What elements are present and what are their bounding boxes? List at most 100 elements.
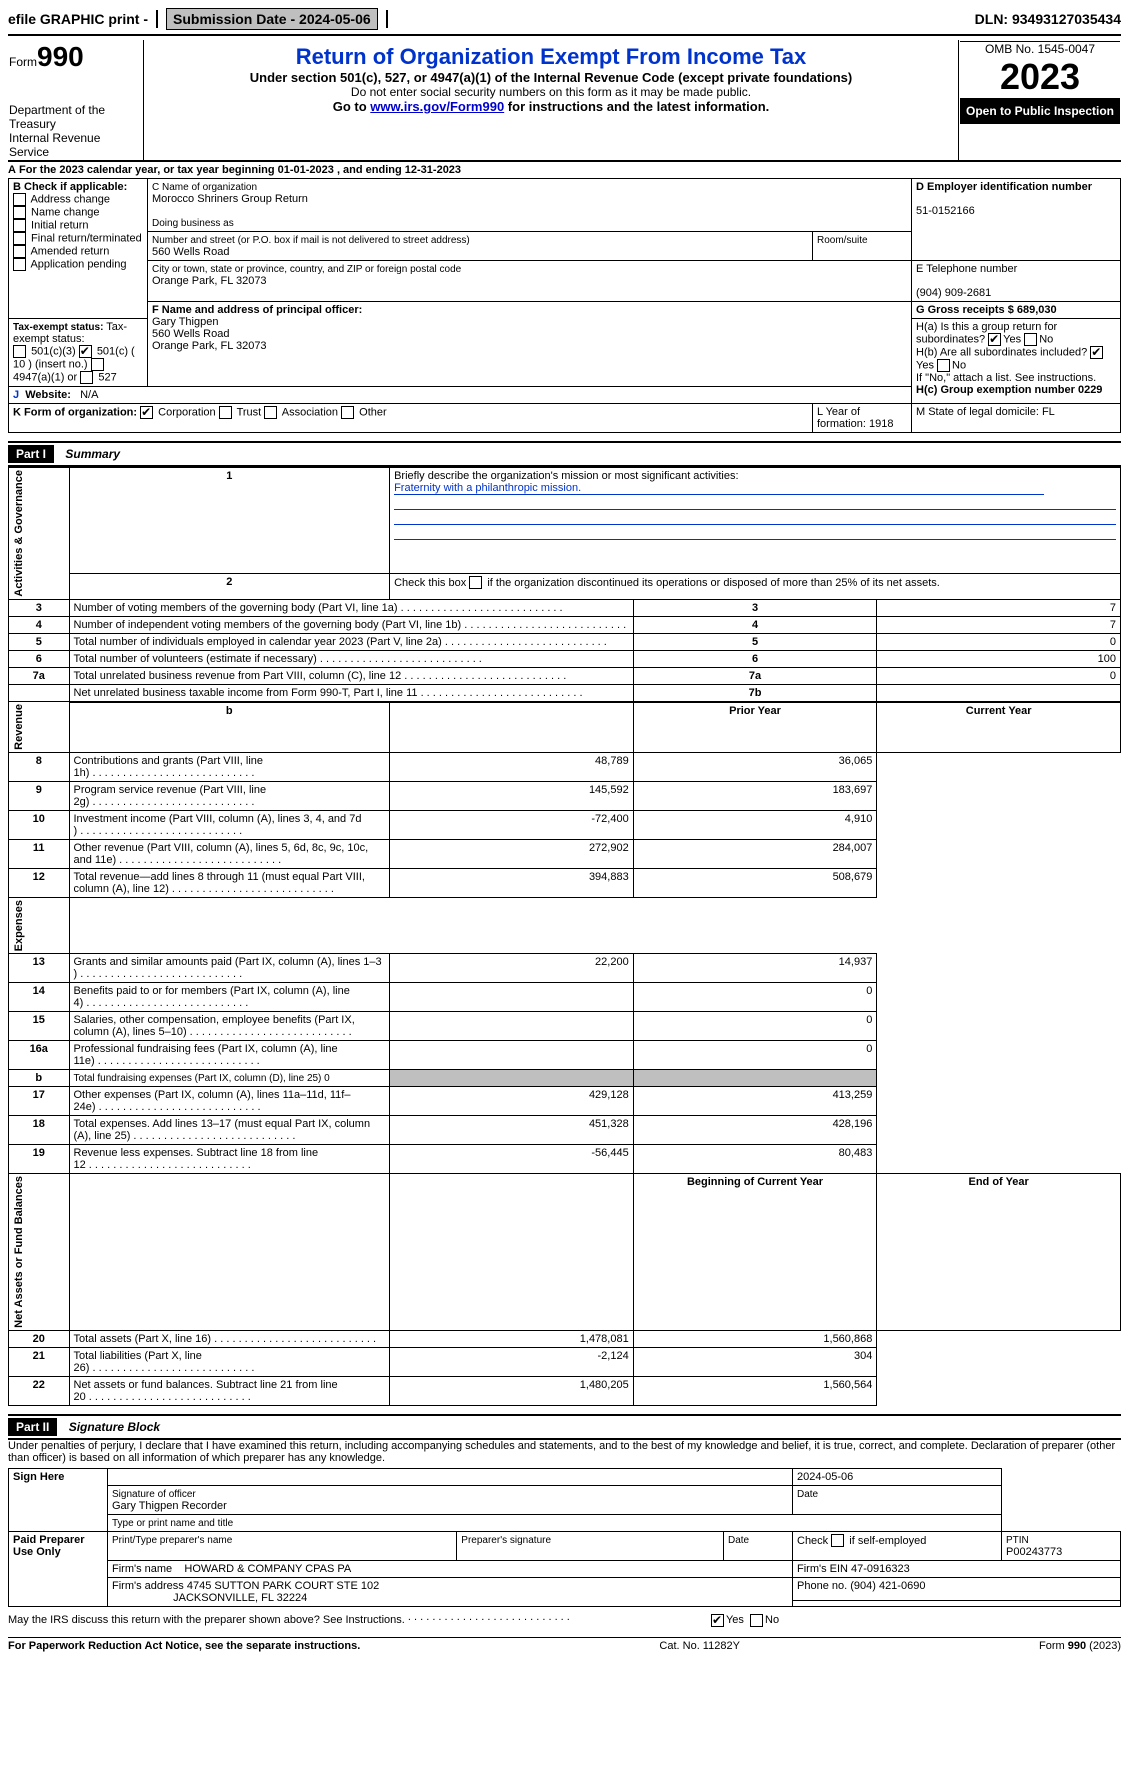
line-a-text: For the 2023 calendar year, or tax year … <box>19 164 461 176</box>
sec-i-label: Tax-exempt status: <box>13 322 103 333</box>
check-501c3[interactable] <box>13 345 26 358</box>
sec-g: G Gross receipts $ 689,030 <box>916 304 1057 316</box>
irs-link[interactable]: www.irs.gov/Form990 <box>370 99 504 114</box>
firm-name: HOWARD & COMPANY CPAS PA <box>184 1563 351 1575</box>
hb-note: If "No," attach a list. See instructions… <box>916 372 1116 384</box>
form-header: Form990 Department of the Treasury Inter… <box>8 40 1121 160</box>
room-label: Room/suite <box>817 235 868 246</box>
hb-yes[interactable] <box>1090 346 1103 359</box>
check-527[interactable] <box>80 371 93 384</box>
yes-label: Yes <box>1003 333 1021 345</box>
hdr-eoy: End of Year <box>877 1174 1121 1331</box>
footer-mid: Cat. No. 11282Y <box>659 1640 740 1652</box>
ha-yes[interactable] <box>988 333 1001 346</box>
form-sub2: Do not enter social security numbers on … <box>152 85 950 99</box>
efile-label: efile GRAPHIC print - <box>8 11 148 27</box>
ck-selfemp[interactable] <box>831 1534 844 1547</box>
hb-label: H(b) Are all subordinates included? <box>916 346 1087 358</box>
hdr-prior: Prior Year <box>633 702 877 753</box>
form-number: 990 <box>37 41 84 72</box>
summary-table: Activities & Governance 1 Briefly descri… <box>8 467 1121 1406</box>
part1-header: Part I Summary <box>8 441 1121 467</box>
footer: For Paperwork Reduction Act Notice, see … <box>8 1637 1121 1652</box>
line1-text: Fraternity with a philanthropic mission. <box>394 482 1044 495</box>
ck-assoc[interactable] <box>264 406 277 419</box>
website-value: N/A <box>80 389 98 401</box>
penalty-text: Under penalties of perjury, I declare th… <box>8 1440 1121 1464</box>
opt-assoc: Association <box>282 406 338 418</box>
officer-addr2: Orange Park, FL 32073 <box>152 340 267 352</box>
check-final-return-terminated[interactable] <box>13 232 26 245</box>
part1-title: Summary <box>57 447 120 461</box>
ptin-value: P00243773 <box>1006 1546 1062 1558</box>
check-501c[interactable] <box>79 345 92 358</box>
opt-other: Other <box>359 406 387 418</box>
check-amended-return[interactable] <box>13 245 26 258</box>
firm-phone: Phone no. (904) 421-0690 <box>793 1578 1121 1600</box>
addr-label: Number and street (or P.O. box if mail i… <box>152 235 470 246</box>
dept-treasury: Department of the Treasury <box>9 103 139 131</box>
ck-corp[interactable] <box>140 406 153 419</box>
discuss-yes[interactable] <box>711 1614 724 1627</box>
no-label: No <box>952 359 966 371</box>
sec-j-label: Website: <box>25 389 71 401</box>
entity-info: B Check if applicable: Address change Na… <box>8 178 1121 433</box>
ha-no[interactable] <box>1024 333 1037 346</box>
firm-ein: Firm's EIN 47-0916323 <box>793 1561 1121 1578</box>
sec-k-label: K Form of organization: <box>13 406 137 418</box>
firm-addr1: 4745 SUTTON PARK COURT STE 102 <box>187 1580 379 1592</box>
check-name-change[interactable] <box>13 206 26 219</box>
city-label: City or town, state or province, country… <box>152 264 461 275</box>
ck-line2[interactable] <box>469 576 482 589</box>
divider <box>386 10 388 28</box>
discuss-no[interactable] <box>750 1614 763 1627</box>
footer-form-word: Form <box>1039 1640 1068 1652</box>
irs-label: Internal Revenue Service <box>9 131 139 159</box>
discuss-text: May the IRS discuss this return with the… <box>8 1614 405 1626</box>
firm-name-label: Firm's name <box>112 1563 172 1575</box>
part1-badge: Part I <box>8 445 54 463</box>
goto-post: for instructions and the latest informat… <box>504 99 769 114</box>
no-label: No <box>1039 333 1053 345</box>
ptin-label: PTIN <box>1006 1535 1029 1546</box>
phone-value: (904) 909-2681 <box>916 287 991 299</box>
hb-no[interactable] <box>937 359 950 372</box>
part2-header: Part II Signature Block <box>8 1414 1121 1440</box>
check-application-pending[interactable] <box>13 258 26 271</box>
hdr-boy: Beginning of Current Year <box>633 1174 877 1331</box>
sec-l: L Year of formation: 1918 <box>817 406 893 430</box>
opt-501c3: 501(c)(3) <box>31 345 76 357</box>
footer-form-yr: (2023) <box>1086 1640 1121 1652</box>
hdr-curr: Current Year <box>877 702 1121 753</box>
signature-block: Sign Here 2024-05-06 Signature of office… <box>8 1468 1121 1607</box>
footer-left: For Paperwork Reduction Act Notice, see … <box>8 1640 360 1652</box>
officer-sig-name: Gary Thigpen Recorder <box>112 1500 227 1512</box>
form-word: Form <box>9 55 37 69</box>
form-title: Return of Organization Exempt From Incom… <box>152 44 950 70</box>
check-address-change[interactable] <box>13 193 26 206</box>
yes-label: Yes <box>916 359 934 371</box>
street-address: 560 Wells Road <box>152 246 229 258</box>
ck-trust[interactable] <box>219 406 232 419</box>
footer-form-num: 990 <box>1068 1640 1086 1652</box>
self-emp: Check if self-employed <box>797 1535 926 1547</box>
no-label: No <box>765 1614 779 1626</box>
dba-label: Doing business as <box>152 218 234 229</box>
goto-pre: Go to <box>333 99 371 114</box>
prep-name-label: Print/Type preparer's name <box>112 1535 232 1546</box>
sec-f-label: F Name and address of principal officer: <box>152 304 362 316</box>
sig-officer-label: Signature of officer <box>112 1489 196 1500</box>
officer-name: Gary Thigpen <box>152 316 218 328</box>
submission-date: Submission Date - 2024-05-06 <box>166 8 378 30</box>
sec-m: M State of legal domicile: FL <box>916 406 1055 418</box>
sec-b-label: B Check if applicable: <box>13 181 127 193</box>
opt-trust: Trust <box>237 406 262 418</box>
ck-other[interactable] <box>341 406 354 419</box>
check-initial-return[interactable] <box>13 219 26 232</box>
opt-4947: 4947(a)(1) or <box>13 371 77 383</box>
sec-d-label: D Employer identification number <box>916 181 1092 193</box>
line-a: A For the 2023 calendar year, or tax yea… <box>8 160 1121 178</box>
open-public-badge: Open to Public Inspection <box>960 98 1120 124</box>
omb-number: OMB No. 1545-0047 <box>960 41 1120 56</box>
check-4947[interactable] <box>91 358 104 371</box>
